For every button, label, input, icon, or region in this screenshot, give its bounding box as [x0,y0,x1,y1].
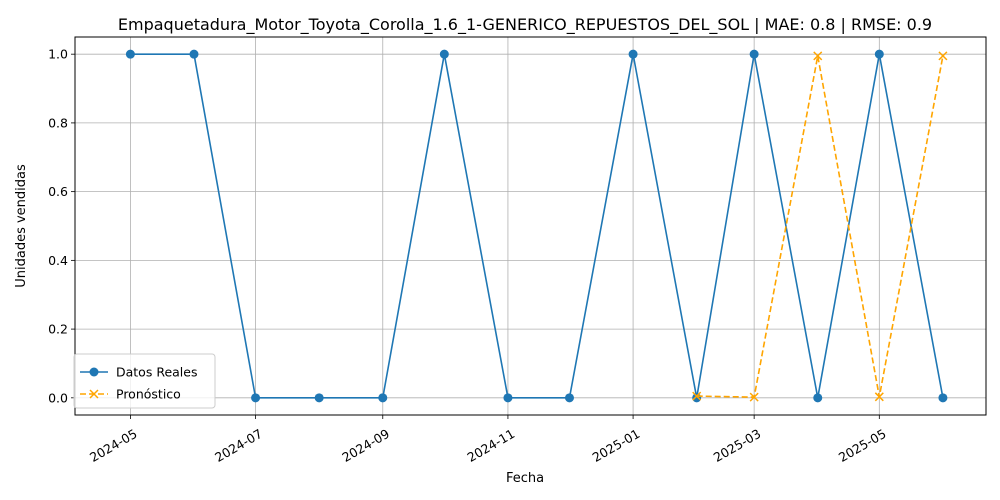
x-tick-label: 2024-09 [339,426,392,465]
legend-box [73,353,216,409]
x-marker-stroke [874,392,884,402]
series-forecast-point [749,392,759,402]
chart-title: Empaquetadura_Motor_Toyota_Corolla_1.6_1… [118,15,932,35]
x-tick-label: 2024-05 [87,426,140,465]
legend-actual-marker [89,367,99,377]
series-actual-point [692,393,702,403]
series-forecast-point [813,51,823,61]
x-tick-label: 2025-01 [590,426,643,465]
series-actual-point [251,393,261,403]
x-tick-label: 2025-05 [836,426,889,465]
x-tick-label: 2025-03 [711,426,764,465]
x-marker-stroke [938,51,948,61]
x-marker-stroke [89,389,99,399]
series-forecast-point [938,51,948,61]
legend-forecast-marker [89,389,99,399]
series-actual-point [628,49,638,59]
y-axis-label: Unidades vendidas [14,164,29,288]
x-tick-label: 2024-11 [464,426,517,465]
y-tick-label: 0.4 [48,253,68,268]
series-actual-point [189,49,199,59]
series-actual-point [503,393,513,403]
series-actual-point [749,49,759,59]
series-actual-point [813,393,823,403]
legend-actual-label: Datos Reales [116,365,197,380]
y-tick-label: 0.6 [48,184,68,199]
series-actual-line [130,53,944,399]
x-tick-label: 2024-07 [212,426,265,465]
x-marker-stroke [749,392,759,402]
y-tick-label: 0.2 [48,322,68,337]
series-actual-point [125,49,135,59]
x-axis-label: Fecha [506,471,544,486]
series-forecast-point [874,392,884,402]
x-marker-stroke [692,391,702,401]
grid [75,37,986,415]
y-tick-label: 1.0 [48,47,68,62]
series-layer [125,49,948,403]
y-tick-label: 0.0 [48,390,68,405]
legend: Datos Reales Pronóstico [73,353,216,409]
plot-frame [74,36,987,416]
series-actual-point [378,393,388,403]
series-actual-point [439,49,449,59]
series-forecast-line [696,55,944,398]
x-marker-stroke [813,51,823,61]
series-forecast-point [692,391,702,401]
y-tick-label: 0.8 [48,115,68,130]
series-actual-point [938,393,948,403]
legend-forecast-label: Pronóstico [116,387,181,402]
series-actual-point [564,393,574,403]
series-actual-point [314,393,324,403]
series-actual-point [874,49,884,59]
